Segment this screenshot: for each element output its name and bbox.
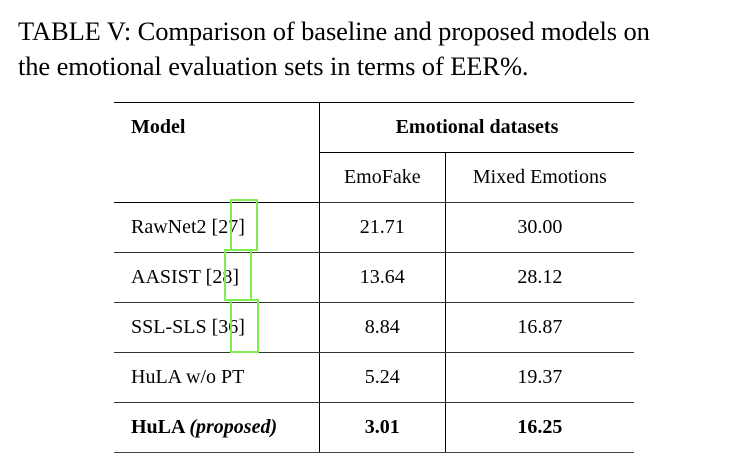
caption-line-1: TABLE V: Comparison of baseline and prop… [18,16,650,46]
citation-highlight-27 [230,199,258,251]
emofake-value: 21.71 [318,202,446,253]
mixed-emotions-value: 16.25 [444,402,634,453]
emofake-value: 13.64 [318,252,446,303]
table-row: AASIST [28] 13.64 28.12 [114,252,634,303]
header-model: Model [114,102,320,203]
mixed-emotions-value: 16.87 [444,302,634,353]
table-row: HuLA w/o PT 5.24 19.37 [114,352,634,403]
model-cell: RawNet2 [27] [114,202,320,253]
mixed-emotions-value: 30.00 [444,202,634,253]
citation-link[interactable]: [27] [211,216,245,238]
mixed-emotions-value: 19.37 [444,352,634,403]
model-cell: HuLA w/o PT [114,352,320,403]
citation-link[interactable]: [28] [205,266,239,288]
results-table: Model Emotional datasets EmoFake Mixed E… [114,102,634,453]
table-row: RawNet2 [27] 21.71 30.00 [114,202,634,253]
model-cell: AASIST [28] [114,252,320,303]
citation-highlight-28 [224,249,252,301]
table-caption: TABLE V: Comparison of baseline and prop… [18,14,748,84]
table-row: SSL-SLS [36] 8.84 16.87 [114,302,634,353]
table-row-proposed: HuLA (proposed) 3.01 16.25 [114,402,634,453]
model-cell: HuLA (proposed) [114,402,320,453]
citation-highlight-36 [230,299,259,353]
model-cell: SSL-SLS [36] [114,302,320,353]
caption-line-2: the emotional evaluation sets in terms o… [18,51,529,81]
header-emotional-datasets: Emotional datasets [318,102,634,153]
citation-link[interactable]: [36] [211,316,245,338]
emofake-value: 3.01 [318,402,446,453]
emofake-value: 5.24 [318,352,446,403]
mixed-emotions-value: 28.12 [444,252,634,303]
emofake-value: 8.84 [318,302,446,353]
header-mixed-emotions: Mixed Emotions [444,152,634,203]
header-emofake: EmoFake [318,152,446,203]
